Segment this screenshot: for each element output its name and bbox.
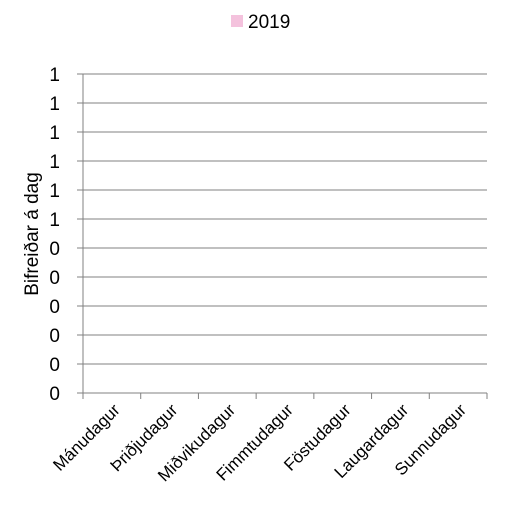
y-tick-label: 1 [49, 94, 60, 115]
y-axis-label: Bifreiðar á dag [22, 172, 43, 296]
y-tick-label: 0 [49, 355, 60, 376]
legend-swatch-2019 [231, 15, 243, 27]
gridlines [83, 73, 487, 365]
y-tick-label: 0 [49, 268, 60, 289]
legend-label-2019: 2019 [248, 12, 290, 33]
y-tick-label: 0 [49, 297, 60, 318]
y-tick-label: 1 [49, 65, 60, 86]
x-axis: MánudagurÞriðjudagurMiðvikudagurFimmtuda… [49, 392, 488, 485]
y-tick-label: 1 [49, 181, 60, 202]
y-tick-label: 0 [49, 384, 60, 405]
y-tick-label: 0 [49, 326, 60, 347]
y-tick-label: 0 [49, 239, 60, 260]
y-axis-ticks: 0 0 0 0 0 0 1 1 1 1 1 1 [49, 65, 84, 405]
y-tick-label: 1 [49, 123, 60, 144]
y-tick-label: 1 [49, 210, 60, 231]
legend: 2019 [231, 12, 290, 33]
y-tick-label: 1 [49, 152, 60, 173]
